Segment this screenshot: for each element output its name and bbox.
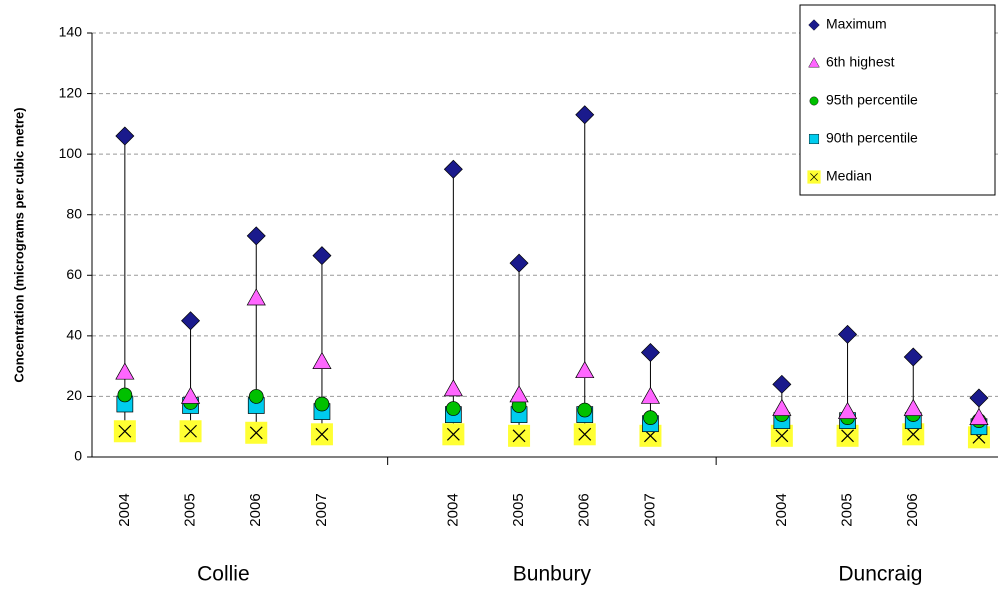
marker-cross <box>512 429 526 443</box>
marker-cross <box>578 427 592 441</box>
x-tick-label: 2006 <box>576 493 593 526</box>
marker <box>575 105 595 125</box>
marker <box>446 401 461 416</box>
group-label: Bunbury <box>513 563 592 586</box>
marker-cross <box>906 427 920 441</box>
legend-marker <box>808 133 820 145</box>
marker <box>903 398 923 416</box>
y-tick-label: 100 <box>59 145 83 161</box>
x-tick-label: 2004 <box>773 493 790 526</box>
marker <box>115 126 135 146</box>
marker <box>969 388 989 408</box>
group-label: Duncraig <box>838 563 922 586</box>
marker-cross <box>841 429 854 443</box>
x-tick-label: 2005 <box>510 493 527 526</box>
marker <box>808 19 820 31</box>
marker <box>246 288 266 306</box>
marker <box>181 311 201 331</box>
marker <box>772 374 792 394</box>
y-tick-label: 40 <box>66 327 82 343</box>
legend-label: 6th highest <box>826 54 895 70</box>
legend-box <box>799 4 996 196</box>
y-tick-label: 60 <box>66 266 82 282</box>
marker <box>640 343 660 363</box>
y-axis-label: Concentration (micrograms per cubic metr… <box>11 107 26 382</box>
x-tick-label: 2007 <box>641 493 658 526</box>
legend-label: Maximum <box>826 16 887 32</box>
x-tick-label: 2005 <box>182 493 199 526</box>
marker <box>312 351 332 369</box>
marker <box>509 253 529 273</box>
marker-cross <box>249 426 263 440</box>
marker <box>640 386 661 404</box>
marker-cross <box>810 173 818 181</box>
marker <box>837 401 858 419</box>
legend-marker <box>808 57 820 68</box>
marker <box>808 133 820 145</box>
marker <box>245 421 268 444</box>
marker <box>442 423 465 446</box>
marker <box>772 398 792 416</box>
y-tick-label: 120 <box>59 84 83 100</box>
marker <box>969 407 989 425</box>
marker <box>575 360 595 379</box>
group-label: Collie <box>197 563 250 586</box>
marker-cross <box>315 427 329 441</box>
x-tick-label: 2005 <box>839 493 856 526</box>
x-tick-label: 2007 <box>313 493 330 526</box>
marker <box>807 170 821 184</box>
y-tick-label: 0 <box>74 448 82 464</box>
marker <box>836 424 859 447</box>
legend-label: 90th percentile <box>826 130 918 146</box>
marker <box>643 410 658 425</box>
marker <box>115 362 135 380</box>
marker-cross <box>184 424 197 438</box>
x-tick-label: 2006 <box>904 493 921 526</box>
marker-cross <box>118 424 132 438</box>
marker <box>248 389 264 404</box>
marker <box>113 420 136 443</box>
legend-marker <box>809 96 819 106</box>
marker <box>443 379 463 397</box>
marker <box>246 226 266 246</box>
marker-cross <box>446 427 460 441</box>
x-tick-label: 2004 <box>116 493 133 526</box>
marker <box>509 385 529 403</box>
y-tick-label: 140 <box>59 24 83 40</box>
marker <box>117 387 133 403</box>
legend-label: 95th percentile <box>826 92 918 108</box>
x-tick-label: 2006 <box>247 493 264 526</box>
marker <box>838 324 858 344</box>
marker <box>443 159 463 179</box>
legend-marker <box>808 19 820 31</box>
marker-cross <box>775 429 789 443</box>
marker <box>903 347 923 367</box>
marker <box>508 424 531 447</box>
x-tick-label: 2004 <box>444 493 461 526</box>
marker <box>314 396 330 412</box>
legend-marker <box>807 170 821 184</box>
marker <box>312 246 332 266</box>
marker <box>809 96 819 106</box>
marker <box>310 423 333 446</box>
marker <box>180 386 201 404</box>
legend-label: Median <box>826 168 872 184</box>
marker <box>808 57 820 68</box>
marker <box>573 423 596 446</box>
marker <box>577 402 593 418</box>
marker <box>770 424 793 447</box>
y-tick-label: 20 <box>66 387 82 403</box>
y-tick-label: 80 <box>66 205 82 221</box>
marker <box>179 420 202 443</box>
